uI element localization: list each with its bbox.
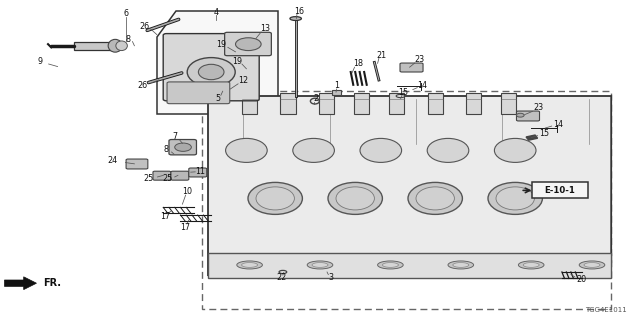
FancyBboxPatch shape <box>400 63 423 72</box>
Ellipse shape <box>448 261 474 269</box>
Text: 7: 7 <box>173 132 178 141</box>
Ellipse shape <box>416 187 454 210</box>
Text: 14: 14 <box>553 120 563 129</box>
Ellipse shape <box>428 138 468 162</box>
FancyBboxPatch shape <box>74 42 115 50</box>
Ellipse shape <box>116 41 127 51</box>
Text: 19: 19 <box>216 40 227 49</box>
FancyBboxPatch shape <box>532 182 588 198</box>
FancyBboxPatch shape <box>428 93 443 114</box>
FancyBboxPatch shape <box>516 111 540 121</box>
Text: 21: 21 <box>376 51 387 60</box>
Ellipse shape <box>248 182 302 214</box>
Text: FR.: FR. <box>43 278 61 288</box>
FancyBboxPatch shape <box>163 34 259 101</box>
Ellipse shape <box>378 261 403 269</box>
FancyBboxPatch shape <box>332 90 341 95</box>
Text: 23: 23 <box>534 103 544 112</box>
Ellipse shape <box>237 261 262 269</box>
FancyBboxPatch shape <box>169 140 196 155</box>
Ellipse shape <box>495 138 536 162</box>
Text: E-10-1: E-10-1 <box>545 186 575 195</box>
Text: 15: 15 <box>398 88 408 97</box>
Text: 2: 2 <box>313 94 318 103</box>
Text: TGG4E1011: TGG4E1011 <box>586 307 627 313</box>
Polygon shape <box>208 96 611 275</box>
FancyBboxPatch shape <box>171 171 189 180</box>
Text: 3: 3 <box>328 273 333 282</box>
Text: 17: 17 <box>160 212 170 221</box>
Text: 19: 19 <box>232 57 242 66</box>
FancyBboxPatch shape <box>501 93 516 114</box>
Ellipse shape <box>242 262 258 267</box>
FancyBboxPatch shape <box>354 93 369 114</box>
Text: 18: 18 <box>353 59 364 68</box>
Ellipse shape <box>290 17 301 20</box>
Text: 14: 14 <box>417 81 428 90</box>
Ellipse shape <box>293 138 335 162</box>
Text: 13: 13 <box>260 24 271 33</box>
Text: 12: 12 <box>238 76 248 85</box>
Polygon shape <box>4 277 36 290</box>
Ellipse shape <box>312 262 328 267</box>
Text: 6: 6 <box>124 9 129 18</box>
FancyBboxPatch shape <box>466 93 481 114</box>
Polygon shape <box>157 11 278 114</box>
Ellipse shape <box>584 262 600 267</box>
Text: 5: 5 <box>215 94 220 103</box>
Text: 4: 4 <box>214 8 219 17</box>
Ellipse shape <box>408 182 463 214</box>
Text: 22: 22 <box>276 273 287 282</box>
Ellipse shape <box>198 64 224 80</box>
Text: 1: 1 <box>334 81 339 90</box>
Text: 26: 26 <box>137 81 147 90</box>
Ellipse shape <box>579 261 605 269</box>
Text: 15: 15 <box>539 129 549 138</box>
FancyBboxPatch shape <box>153 171 171 180</box>
Ellipse shape <box>488 182 543 214</box>
Ellipse shape <box>226 138 268 162</box>
FancyBboxPatch shape <box>242 93 257 114</box>
Text: 10: 10 <box>182 187 192 196</box>
FancyBboxPatch shape <box>389 93 404 114</box>
FancyBboxPatch shape <box>319 93 334 114</box>
FancyBboxPatch shape <box>280 93 296 114</box>
Text: 17: 17 <box>180 223 191 232</box>
Text: 11: 11 <box>195 167 205 176</box>
Ellipse shape <box>383 262 398 267</box>
Ellipse shape <box>360 138 402 162</box>
Ellipse shape <box>256 187 294 210</box>
Ellipse shape <box>307 261 333 269</box>
Ellipse shape <box>453 262 468 267</box>
Text: 25: 25 <box>163 174 173 183</box>
Text: 25: 25 <box>143 174 154 183</box>
Circle shape <box>236 38 261 51</box>
Ellipse shape <box>328 182 383 214</box>
FancyBboxPatch shape <box>167 82 230 104</box>
Ellipse shape <box>518 261 544 269</box>
Ellipse shape <box>496 187 534 210</box>
Text: 20: 20 <box>576 275 586 284</box>
Text: 24: 24 <box>107 156 117 165</box>
Text: 26: 26 <box>139 22 149 31</box>
Text: 16: 16 <box>294 7 305 16</box>
FancyBboxPatch shape <box>208 253 611 278</box>
Ellipse shape <box>108 39 122 52</box>
Ellipse shape <box>523 262 539 267</box>
FancyBboxPatch shape <box>225 32 271 56</box>
Text: 9: 9 <box>38 57 43 66</box>
FancyBboxPatch shape <box>189 168 207 177</box>
Polygon shape <box>526 135 538 140</box>
Ellipse shape <box>516 113 524 117</box>
Circle shape <box>175 143 191 151</box>
Text: 8: 8 <box>125 35 131 44</box>
Ellipse shape <box>188 58 236 86</box>
FancyBboxPatch shape <box>126 159 148 169</box>
Text: 23: 23 <box>415 55 425 64</box>
Text: 8: 8 <box>164 145 169 154</box>
Ellipse shape <box>336 187 374 210</box>
Bar <box>202 91 611 309</box>
